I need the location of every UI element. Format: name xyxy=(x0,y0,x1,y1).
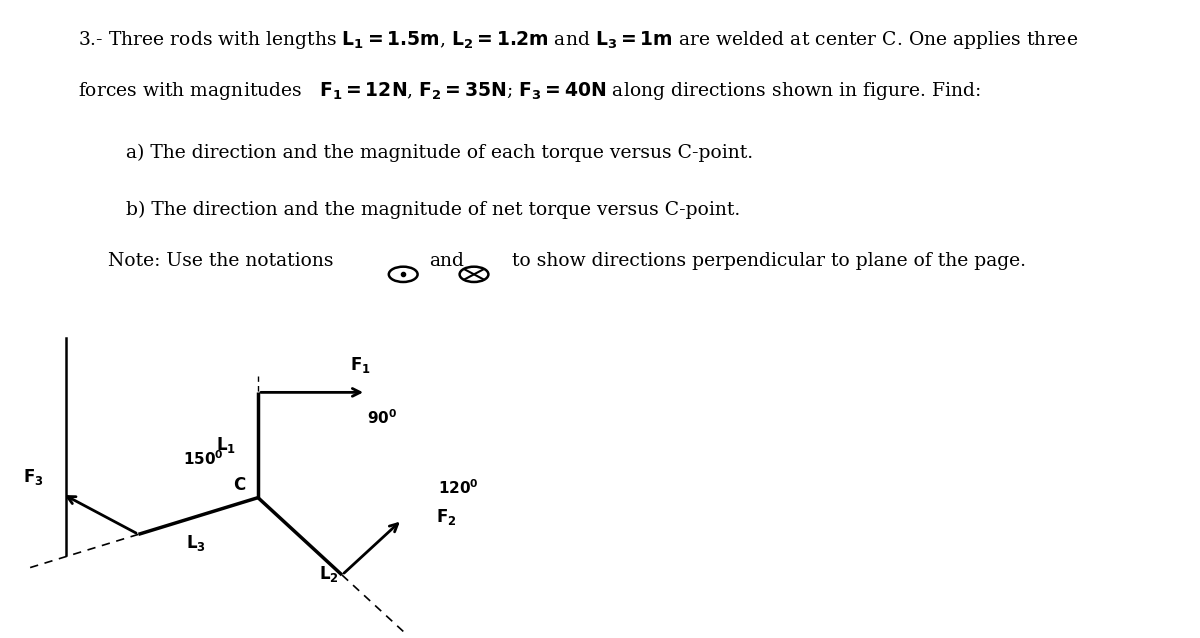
Text: $\mathbf{L_1}$: $\mathbf{L_1}$ xyxy=(216,435,236,455)
Text: $\mathbf{L_2}$: $\mathbf{L_2}$ xyxy=(319,564,338,584)
Text: $\mathbf{90^0}$: $\mathbf{90^0}$ xyxy=(367,408,397,427)
Text: $\mathbf{150^0}$: $\mathbf{150^0}$ xyxy=(182,450,223,468)
Text: $\mathbf{F_3}$: $\mathbf{F_3}$ xyxy=(24,468,44,487)
Text: $\mathbf{F_1}$: $\mathbf{F_1}$ xyxy=(349,355,371,375)
Text: 3.- Three rods with lengths $\mathbf{L_1=1.5m}$, $\mathbf{L_2=1.2m}$ and $\mathb: 3.- Three rods with lengths $\mathbf{L_1… xyxy=(78,29,1078,50)
Text: Note: Use the notations: Note: Use the notations xyxy=(108,252,334,270)
Text: b) The direction and the magnitude of net torque versus C-point.: b) The direction and the magnitude of ne… xyxy=(126,201,740,219)
Text: a) The direction and the magnitude of each torque versus C-point.: a) The direction and the magnitude of ea… xyxy=(126,144,754,162)
Text: forces with magnitudes   $\mathbf{F_1=12N}$, $\mathbf{F_2=35N}$; $\mathbf{F_3=40: forces with magnitudes $\mathbf{F_1=12N}… xyxy=(78,80,980,101)
Text: $\mathbf{C}$: $\mathbf{C}$ xyxy=(233,477,246,494)
Text: $\mathbf{L_3}$: $\mathbf{L_3}$ xyxy=(186,533,206,553)
Text: and: and xyxy=(430,252,464,270)
Text: $\mathbf{F_2}$: $\mathbf{F_2}$ xyxy=(436,507,456,526)
Text: to show directions perpendicular to plane of the page.: to show directions perpendicular to plan… xyxy=(500,252,1026,270)
Text: $\mathbf{120^0}$: $\mathbf{120^0}$ xyxy=(438,478,479,497)
